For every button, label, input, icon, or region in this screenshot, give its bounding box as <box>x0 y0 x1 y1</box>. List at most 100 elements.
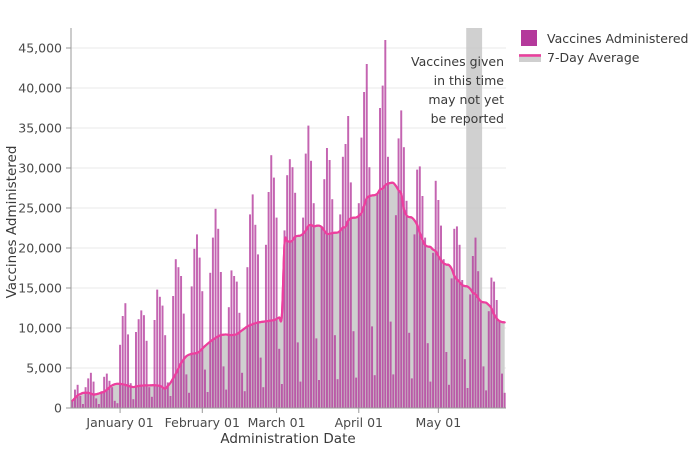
bar[interactable] <box>405 200 408 408</box>
bar[interactable] <box>177 267 180 408</box>
bar[interactable] <box>272 177 275 408</box>
bar[interactable] <box>132 399 135 408</box>
bar[interactable] <box>482 366 485 408</box>
bar[interactable] <box>299 381 302 408</box>
bar[interactable] <box>235 281 238 408</box>
bar[interactable] <box>150 396 153 408</box>
bar[interactable] <box>264 244 267 408</box>
bar[interactable] <box>371 326 374 408</box>
bar[interactable] <box>79 396 82 408</box>
bar[interactable] <box>432 252 435 408</box>
bar[interactable] <box>243 391 246 408</box>
bar[interactable] <box>203 369 206 408</box>
bar[interactable] <box>270 155 273 408</box>
bar[interactable] <box>416 169 419 408</box>
bar[interactable] <box>174 259 177 408</box>
bar[interactable] <box>307 125 310 408</box>
bar[interactable] <box>135 332 137 408</box>
bar[interactable] <box>485 390 488 408</box>
bar[interactable] <box>381 85 384 408</box>
bar[interactable] <box>71 400 74 408</box>
bar[interactable] <box>249 214 252 408</box>
bar[interactable] <box>113 400 116 408</box>
bar[interactable] <box>217 228 220 408</box>
legend-swatch-bar[interactable] <box>521 30 537 46</box>
bar[interactable] <box>180 276 183 408</box>
bar[interactable] <box>283 230 286 408</box>
bar[interactable] <box>119 344 122 408</box>
bar[interactable] <box>137 319 140 408</box>
bar[interactable] <box>254 224 257 408</box>
bar[interactable] <box>288 159 291 408</box>
bar[interactable] <box>413 234 416 408</box>
bar[interactable] <box>501 373 503 408</box>
bar[interactable] <box>339 214 342 408</box>
bar[interactable] <box>363 92 366 408</box>
bar[interactable] <box>352 331 355 408</box>
bar[interactable] <box>129 383 132 408</box>
bar[interactable] <box>328 160 331 408</box>
bar[interactable] <box>124 303 127 408</box>
bar[interactable] <box>376 193 379 408</box>
bar[interactable] <box>108 380 111 408</box>
bar[interactable] <box>241 372 244 408</box>
bar[interactable] <box>262 387 265 408</box>
bar[interactable] <box>161 305 164 408</box>
bar[interactable] <box>331 199 334 408</box>
bar[interactable] <box>238 312 241 408</box>
bar[interactable] <box>246 267 249 408</box>
bar[interactable] <box>365 64 368 408</box>
bar[interactable] <box>442 259 445 408</box>
bar[interactable] <box>447 384 450 408</box>
bar[interactable] <box>148 387 151 408</box>
bar[interactable] <box>188 392 191 408</box>
legend-label-line[interactable]: 7-Day Average <box>547 50 640 65</box>
bar[interactable] <box>198 257 201 408</box>
bar[interactable] <box>503 392 506 408</box>
bar[interactable] <box>397 138 400 408</box>
bar[interactable] <box>89 372 92 408</box>
bar[interactable] <box>392 374 395 408</box>
bar[interactable] <box>121 316 124 408</box>
bar[interactable] <box>323 179 326 408</box>
bar[interactable] <box>214 208 217 408</box>
bar[interactable] <box>498 320 501 408</box>
bar[interactable] <box>418 166 421 408</box>
bar[interactable] <box>471 256 474 408</box>
bar[interactable] <box>257 254 259 408</box>
bar[interactable] <box>384 40 387 408</box>
bar[interactable] <box>158 296 161 408</box>
bar[interactable] <box>95 398 98 408</box>
bar[interactable] <box>302 217 305 408</box>
bar[interactable] <box>127 334 130 408</box>
bar[interactable] <box>479 302 482 408</box>
bar[interactable] <box>294 192 297 408</box>
bar[interactable] <box>211 237 214 408</box>
bar[interactable] <box>227 307 230 408</box>
bar[interactable] <box>97 404 100 408</box>
bar[interactable] <box>426 343 429 408</box>
bar[interactable] <box>389 321 392 408</box>
bar[interactable] <box>394 215 397 408</box>
bar[interactable] <box>145 340 148 408</box>
bar[interactable] <box>251 194 254 408</box>
bar[interactable] <box>267 192 270 408</box>
bar[interactable] <box>424 237 427 408</box>
bar[interactable] <box>318 380 320 408</box>
bar[interactable] <box>296 342 299 408</box>
bar[interactable] <box>458 244 461 408</box>
bar[interactable] <box>355 377 358 408</box>
bar[interactable] <box>312 203 315 408</box>
bar[interactable] <box>336 379 339 408</box>
bar[interactable] <box>445 352 448 408</box>
bar[interactable] <box>490 277 493 408</box>
bar[interactable] <box>341 156 344 408</box>
bar[interactable] <box>291 167 294 408</box>
bar[interactable] <box>142 315 145 408</box>
bar[interactable] <box>164 335 167 408</box>
bar[interactable] <box>100 391 103 408</box>
bar[interactable] <box>259 357 262 408</box>
bar[interactable] <box>373 375 376 408</box>
bar[interactable] <box>222 366 225 408</box>
bar[interactable] <box>185 374 188 408</box>
